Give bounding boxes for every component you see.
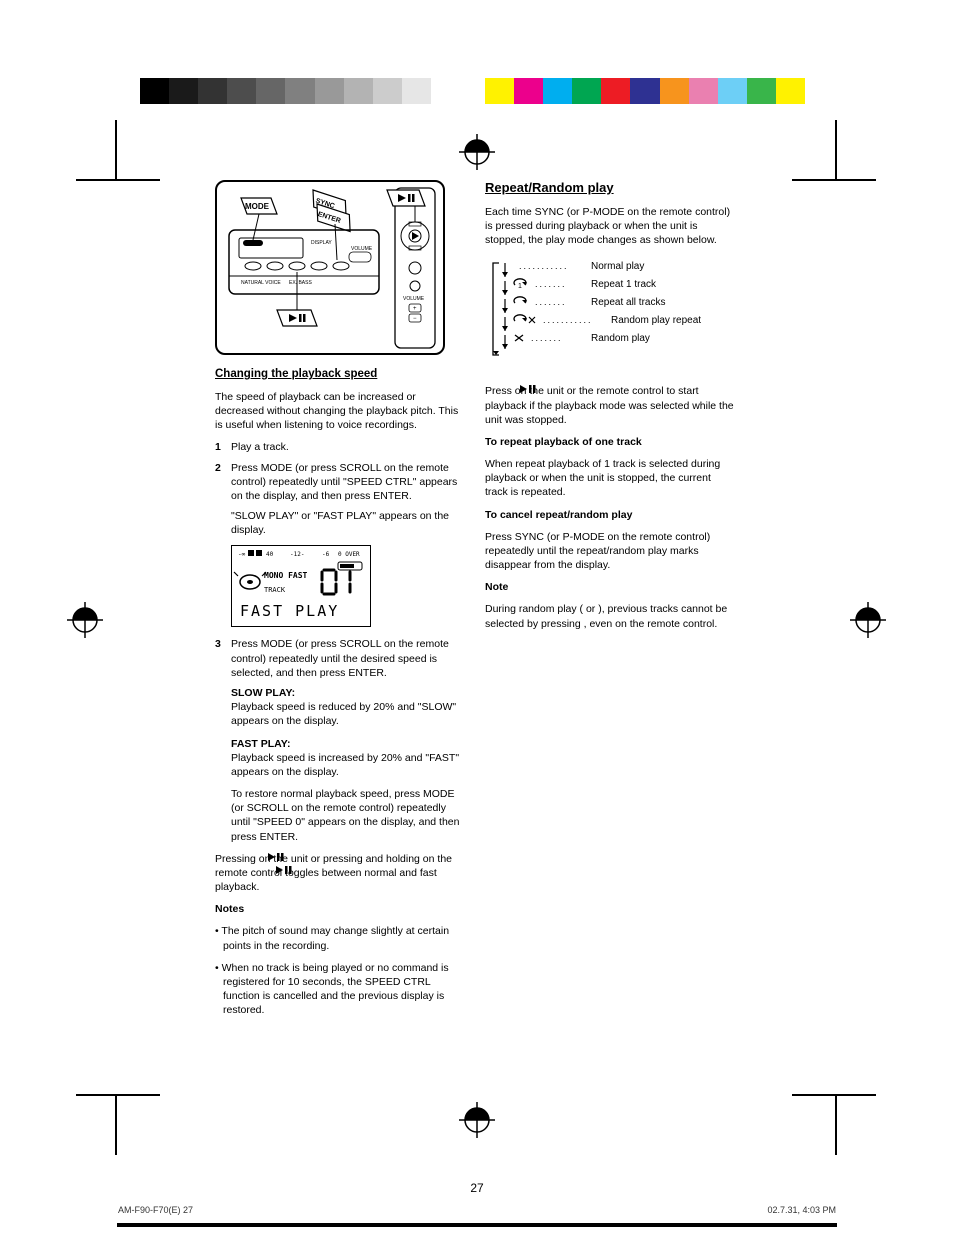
grayscale-calibration-bar: [140, 78, 460, 104]
svg-text:0 OVER: 0 OVER: [338, 551, 360, 558]
play-pause-icon: [275, 865, 293, 879]
svg-text:...........: ...........: [543, 315, 593, 325]
svg-text:−: −: [413, 316, 417, 322]
step-2: Press MODE (or press SCROLL on the remot…: [231, 461, 465, 504]
svg-text:.......: .......: [531, 333, 563, 343]
svg-text:Repeat all tracks: Repeat all tracks: [591, 297, 665, 308]
note-2: • When no track is being played or no co…: [215, 961, 465, 1018]
device-illustration: MODE SYNC ENTER DISPLAY: [215, 180, 445, 355]
svg-text:MONO FAST: MONO FAST: [264, 571, 308, 580]
footer-filename: AM-F90-F70(E) 27: [118, 1205, 193, 1215]
speed-intro: The speed of playback can be increased o…: [215, 390, 465, 433]
svg-text:VOLUME: VOLUME: [403, 296, 425, 302]
svg-text:1: 1: [518, 283, 522, 290]
step-3: Press MODE (or press SCROLL on the remot…: [231, 637, 465, 680]
svg-text:FAST PLAY: FAST PLAY: [240, 602, 339, 620]
svg-text:+: +: [413, 306, 417, 312]
svg-text:-6: -6: [322, 551, 330, 558]
note-head: Note: [485, 580, 735, 594]
slow-play-desc: SLOW PLAY: Playback speed is reduced by …: [215, 686, 465, 729]
note-body: During random play ( or ), previous trac…: [485, 602, 735, 630]
svg-text:Normal play: Normal play: [591, 261, 644, 272]
one-track-body: When repeat playback of 1 track is selec…: [485, 457, 735, 500]
note-1: • The pitch of sound may change slightly…: [215, 924, 465, 952]
fast-play-desc: FAST PLAY: Playback speed is increased b…: [215, 737, 465, 780]
svg-text:40: 40: [266, 551, 274, 558]
mode-label: MODE: [245, 202, 270, 211]
repeat-heading: Repeat/Random play: [485, 180, 735, 197]
svg-text:Random play repeat: Random play repeat: [611, 315, 701, 326]
svg-text:DISPLAY: DISPLAY: [311, 240, 332, 246]
speed-step3-list: 3Press MODE (or press SCROLL on the remo…: [215, 637, 465, 680]
footer-date: 02.7.31, 4:03 PM: [767, 1205, 836, 1215]
right-column: Repeat/Random play Each time SYNC (or P-…: [485, 180, 735, 639]
cancel-body: Press SYNC (or P-MODE on the remote cont…: [485, 530, 735, 573]
svg-text:NATURAL VOICE: NATURAL VOICE: [241, 280, 281, 286]
svg-text:-∞: -∞: [238, 551, 246, 558]
press-play-text: Press on the unit or the remote control …: [485, 384, 735, 427]
svg-text:Random play: Random play: [591, 333, 650, 344]
step-1: Play a track.: [231, 440, 465, 454]
color-calibration-bar: [485, 78, 805, 104]
toggle-tip: Pressing on the unit or pressing and hol…: [215, 852, 465, 895]
svg-text:-12-: -12-: [290, 551, 304, 558]
play-pause-icon: [519, 384, 537, 398]
svg-text:Repeat 1 track: Repeat 1 track: [591, 279, 657, 290]
notes-heading: Notes: [215, 902, 465, 916]
lcd-display: -∞ 40 -12- -6 0 OVER MONO FAST TRACK: [231, 545, 371, 627]
svg-text:TRACK: TRACK: [264, 586, 286, 594]
svg-text:.......: .......: [535, 279, 567, 289]
step2-note: "SLOW PLAY" or "FAST PLAY" appears on th…: [215, 509, 465, 537]
svg-text:...........: ...........: [519, 261, 569, 271]
speed-heading: Changing the playback speed: [215, 367, 465, 382]
repeat-intro: Each time SYNC (or P-MODE on the remote …: [485, 205, 735, 248]
svg-text:VOLUME: VOLUME: [351, 246, 373, 252]
cancel-head: To cancel repeat/random play: [485, 508, 735, 522]
left-column: MODE SYNC ENTER DISPLAY: [215, 180, 465, 1025]
footer-bar: [117, 1223, 837, 1227]
svg-text:EX. BASS: EX. BASS: [289, 280, 312, 286]
svg-text:.......: .......: [535, 297, 567, 307]
page-number: 27: [470, 1181, 483, 1195]
restore-normal: To restore normal playback speed, press …: [215, 787, 465, 844]
crop-marks: [0, 0, 954, 1235]
one-track-head: To repeat playback of one track: [485, 435, 735, 449]
playmode-diagram: ........... Normal play 1 ....... Repeat…: [491, 255, 735, 370]
speed-steps: 1Play a track. 2Press MODE (or press SCR…: [215, 440, 465, 503]
